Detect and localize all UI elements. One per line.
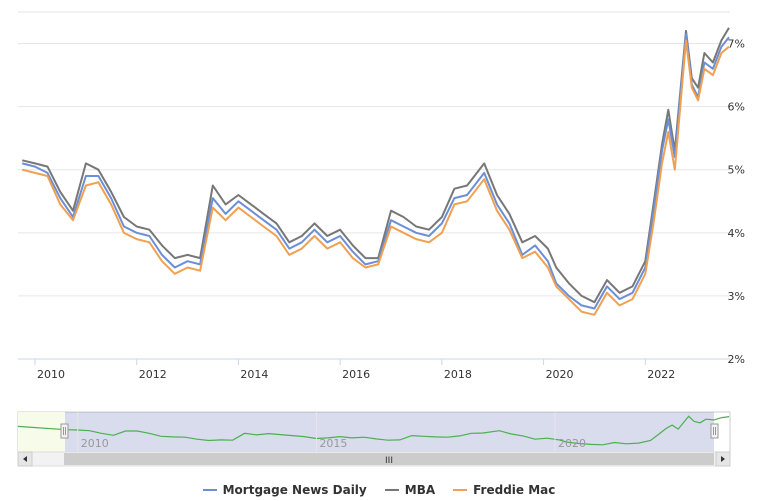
legend-swatch: [453, 489, 468, 491]
y-tick-label: 3%: [728, 290, 745, 303]
scrollbar-left-arrow[interactable]: [17, 451, 33, 467]
navigator-unselected-area: [18, 412, 65, 452]
scrollbar[interactable]: III: [17, 451, 731, 467]
series-line-freddie-mac[interactable]: [21, 39, 730, 316]
legend-label: Freddie Mac: [473, 483, 556, 497]
chevron-left-icon: [23, 456, 27, 462]
navigator-right-handle[interactable]: [710, 423, 719, 439]
legend-item-mortgage-news-daily[interactable]: Mortgage News Daily: [202, 480, 367, 500]
y-tick-label: 5%: [728, 164, 745, 177]
series-line-mortgage-news-daily[interactable]: [21, 33, 730, 310]
grid: [18, 11, 730, 360]
x-tick-label: 2020: [546, 368, 574, 381]
scrollbar-grip[interactable]: III: [385, 456, 393, 466]
navigator-left-handle[interactable]: [60, 423, 69, 439]
legend-label: MBA: [404, 483, 436, 497]
plot-series: [21, 27, 730, 316]
x-tick-label: 2022: [647, 368, 675, 381]
y-tick-label: 6%: [728, 101, 745, 114]
navigator[interactable]: 2010 2015 2020: [17, 411, 731, 453]
navigator-x-axis: 2010 2015 2020: [77, 412, 586, 452]
y-tick-label: 2%: [728, 353, 745, 366]
legend-label: Mortgage News Daily: [222, 483, 367, 497]
scrollbar-thumb[interactable]: [64, 453, 714, 465]
x-tick-label: 2012: [139, 368, 167, 381]
scrollbar-right-arrow[interactable]: [715, 451, 731, 467]
legend-item-mba[interactable]: MBA: [384, 480, 436, 500]
navigator-line: [17, 415, 730, 446]
navigator-tick-label: 2010: [81, 437, 109, 450]
y-tick-label: 7%: [728, 38, 745, 51]
legend-item-freddie-mac[interactable]: Freddie Mac: [453, 480, 555, 500]
navigator-tick-label: 2015: [319, 437, 347, 450]
y-tick-label: 4%: [728, 227, 745, 240]
navigator-selected-area[interactable]: [65, 412, 714, 452]
chevron-right-icon: [721, 456, 725, 462]
legend: Mortgage News Daily MBA Freddie Mac: [0, 480, 758, 500]
legend-swatch: [384, 489, 399, 491]
x-tick-label: 2016: [342, 368, 370, 381]
x-tick-label: 2018: [444, 368, 472, 381]
x-axis: 2010 2012 2014 2016 2018 2020 2022: [18, 358, 730, 381]
x-tick-label: 2014: [240, 368, 268, 381]
y-axis: 2% 3% 4% 5% 6% 7%: [728, 38, 745, 366]
x-tick-label: 2010: [37, 368, 65, 381]
legend-swatch: [202, 489, 217, 491]
navigator-tick-label: 2020: [558, 437, 586, 450]
navigator-series: [17, 415, 730, 446]
